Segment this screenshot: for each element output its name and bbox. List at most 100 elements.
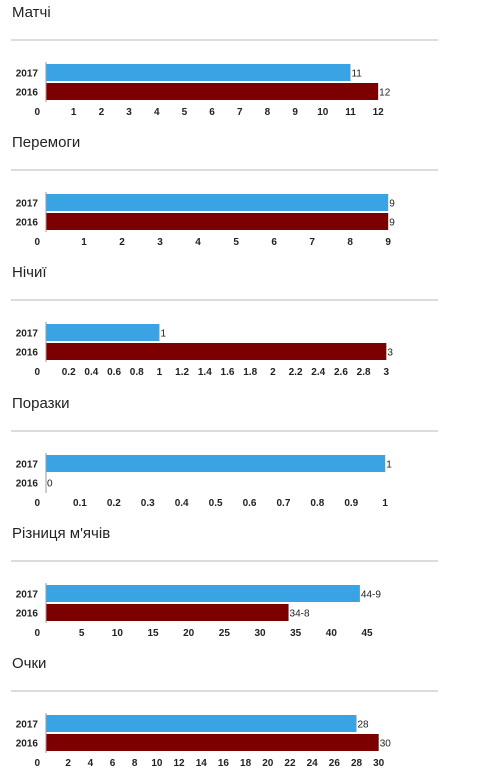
bar — [46, 455, 386, 472]
category-label: 2017 — [16, 329, 39, 340]
category-label: 2017 — [16, 460, 39, 471]
category-label: 2016 — [16, 88, 39, 99]
chart-title: Нічиї — [12, 264, 47, 281]
chart-title: Перемоги — [12, 134, 81, 151]
tick-label: 0 — [34, 498, 40, 509]
tick-label: 12 — [174, 758, 186, 769]
chart-title: Різниця м'ячів — [12, 525, 111, 542]
section-divider — [11, 39, 438, 41]
tick-label: 35 — [290, 628, 302, 639]
tick-label: 0.2 — [107, 498, 121, 509]
tick-label: 4 — [195, 237, 201, 248]
value-label: 9 — [389, 218, 395, 229]
category-label: 2017 — [16, 590, 39, 601]
section-divider — [11, 299, 438, 301]
tick-label: 16 — [218, 758, 230, 769]
tick-label: 12 — [373, 107, 385, 118]
category-label: 2017 — [16, 199, 39, 210]
chart-section: Очки 2017 28 2016 30 0 2 4 6 8 10 12 14 16 18 20 22 24 26 2… — [0, 653, 484, 783]
tick-label: 6 — [209, 107, 215, 118]
tick-label: 6 — [110, 758, 116, 769]
tick-label: 25 — [219, 628, 231, 639]
tick-label: 22 — [284, 758, 296, 769]
value-label: 12 — [379, 88, 391, 99]
value-label: 11 — [351, 69, 362, 80]
bar — [46, 213, 389, 230]
value-label: 1 — [386, 460, 392, 471]
tick-label: 0 — [34, 237, 40, 248]
tick-label: 0 — [34, 107, 40, 118]
tick-label: 0.8 — [310, 498, 324, 509]
tick-label: 24 — [307, 758, 319, 769]
tick-label: 14 — [196, 758, 208, 769]
tick-label: 40 — [326, 628, 338, 639]
tick-label: 8 — [347, 237, 353, 248]
tick-label: 3 — [126, 107, 132, 118]
tick-label: 3 — [384, 367, 390, 378]
tick-label: 1.4 — [198, 367, 212, 378]
tick-label: 9 — [292, 107, 298, 118]
tick-label: 7 — [237, 107, 243, 118]
tick-label: 1.6 — [221, 367, 235, 378]
bar — [46, 604, 289, 621]
tick-label: 8 — [265, 107, 271, 118]
bar-chart: 2017 1 2016 00 0.1 0.2 0.3 0.4 0.5 0.6 0.7 0.8 0.9 1 — [16, 453, 392, 509]
tick-label: 6 — [271, 237, 277, 248]
tick-label: 0 — [34, 367, 40, 378]
value-label: 30 — [380, 739, 392, 750]
tick-label: 18 — [240, 758, 252, 769]
category-label: 2016 — [16, 739, 39, 750]
tick-label: 4 — [154, 107, 160, 118]
tick-label: 10 — [112, 628, 124, 639]
bar — [46, 194, 389, 211]
tick-label: 15 — [147, 628, 159, 639]
tick-label: 1.2 — [175, 367, 189, 378]
value-label: 44-9 — [361, 590, 381, 601]
bar — [46, 324, 160, 341]
tick-label: 30 — [373, 758, 385, 769]
tick-label: 0.5 — [209, 498, 223, 509]
tick-label: 0.7 — [276, 498, 290, 509]
tick-label: 2 — [99, 107, 105, 118]
category-label: 2016 — [16, 609, 39, 620]
chart-section: Перемоги 2017 9 2016 9 0 1 2 3 4 5 6 7 8 9 — [0, 132, 484, 262]
tick-label: 10 — [317, 107, 329, 118]
tick-label: 0.6 — [243, 498, 257, 509]
chart-section: Матчі 2017 11 2016 12 0 1 2 3 4 5 6 7 8 9 10 11 12 — [0, 2, 484, 132]
tick-label: 1.8 — [243, 367, 257, 378]
value-label: 0 — [47, 479, 53, 490]
tick-label: 7 — [309, 237, 315, 248]
tick-label: 1 — [71, 107, 77, 118]
tick-label: 0.8 — [130, 367, 144, 378]
bar-chart: 2017 44-9 2016 34-8 0 5 10 15 20 25 30 35 40 45 — [16, 583, 381, 639]
value-label: 3 — [387, 348, 393, 359]
tick-label: 2 — [270, 367, 276, 378]
bar — [46, 715, 357, 732]
bar-chart: 2017 9 2016 9 0 1 2 3 4 5 6 7 8 9 — [16, 192, 395, 248]
category-label: 2017 — [16, 720, 39, 731]
bar — [46, 64, 351, 81]
bar — [46, 585, 360, 602]
tick-label: 1 — [157, 367, 163, 378]
tick-label: 2.6 — [334, 367, 348, 378]
tick-label: 20 — [262, 758, 274, 769]
tick-label: 0.1 — [73, 498, 87, 509]
chart-title: Поразки — [12, 395, 70, 412]
tick-label: 2 — [65, 758, 71, 769]
tick-label: 10 — [151, 758, 163, 769]
tick-label: 3 — [157, 237, 163, 248]
tick-label: 0 — [34, 628, 40, 639]
tick-label: 20 — [183, 628, 195, 639]
tick-label: 5 — [182, 107, 188, 118]
bar-chart: 2017 1 2016 3 0 0.2 0.4 0.6 0.8 1 1.2 1.4 1.6 1.8 2 2.2… — [16, 322, 393, 378]
section-divider — [11, 430, 438, 432]
tick-label: 2 — [119, 237, 125, 248]
tick-label: 2.8 — [357, 367, 371, 378]
tick-label: 0.3 — [141, 498, 155, 509]
bar — [46, 343, 387, 360]
tick-label: 9 — [385, 237, 391, 248]
tick-label: 0.2 — [62, 367, 76, 378]
tick-label: 11 — [345, 107, 356, 118]
tick-label: 0.9 — [344, 498, 358, 509]
